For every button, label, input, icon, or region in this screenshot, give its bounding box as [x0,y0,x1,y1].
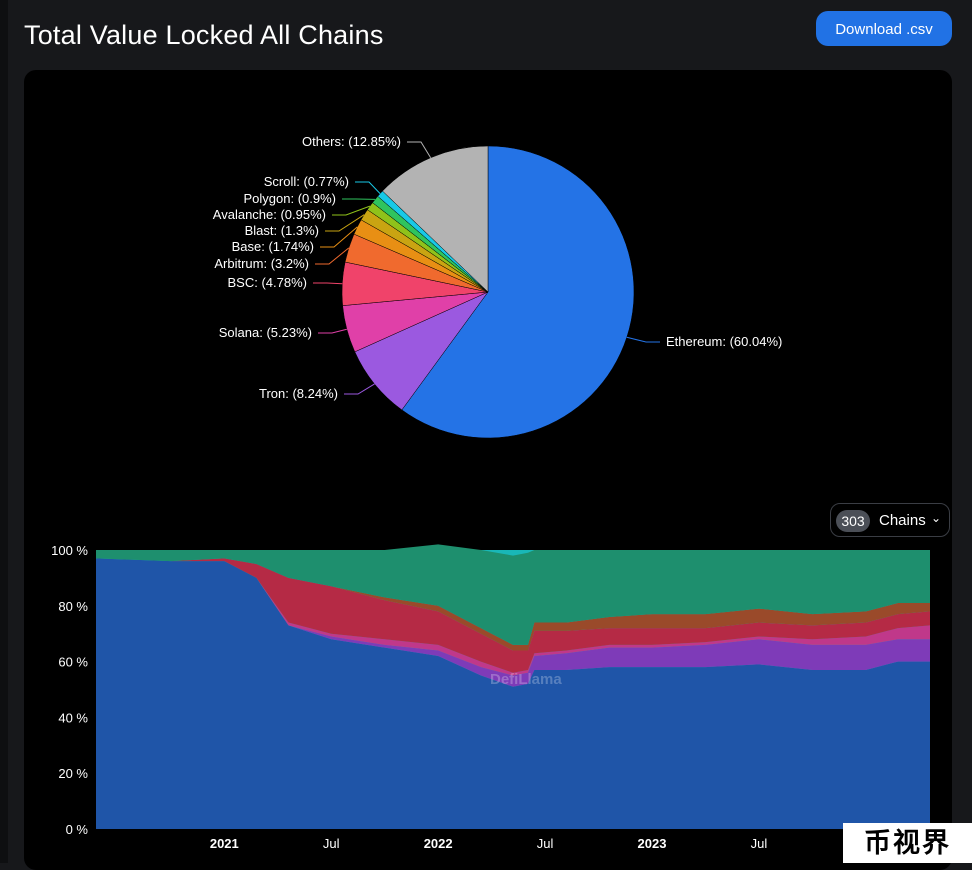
pie-label-tron: Tron: (8.24%) [259,386,338,401]
pie-label-line-bsc [313,283,342,284]
chevron-down-icon: ⌄ [931,511,941,525]
pie-label-base: Base: (1.74%) [232,239,314,254]
pie-label-polygon: Polygon: (0.9%) [244,191,337,206]
pie-label-bsc: BSC: (4.78%) [228,275,307,290]
pie-label-avalanche: Avalanche: (0.95%) [213,207,326,222]
pie-label-line-tron [344,384,375,394]
pie-label-scroll: Scroll: (0.77%) [264,174,349,189]
pie-chart: Ethereum: (60.04%) Tron: (8.24%) Solana: (… [0,0,972,500]
pie-label-others: Others: (12.85%) [302,134,401,149]
pie-label-line-solana [318,329,347,333]
pie-label-line-others [407,142,431,158]
pie-label-line-avalanche [332,206,370,215]
pie-label-line-scroll [355,182,380,194]
pie-label-ethereum: Ethereum: (60.04%) [666,334,782,349]
pie-label-solana: Solana: (5.23%) [219,325,312,340]
pie-label-line-arbitrum [315,248,349,264]
corner-watermark: 币视界 [843,823,972,863]
pie-label-arbitrum: Arbitrum: (3.2%) [214,256,309,271]
pie-label-blast: Blast: (1.3%) [245,223,319,238]
chains-select[interactable]: 303 Chains ⌄ [830,503,950,537]
chains-select-label: Chains [879,512,926,529]
pie-label-line-ethereum [627,337,660,342]
chains-count-badge: 303 [836,510,870,532]
